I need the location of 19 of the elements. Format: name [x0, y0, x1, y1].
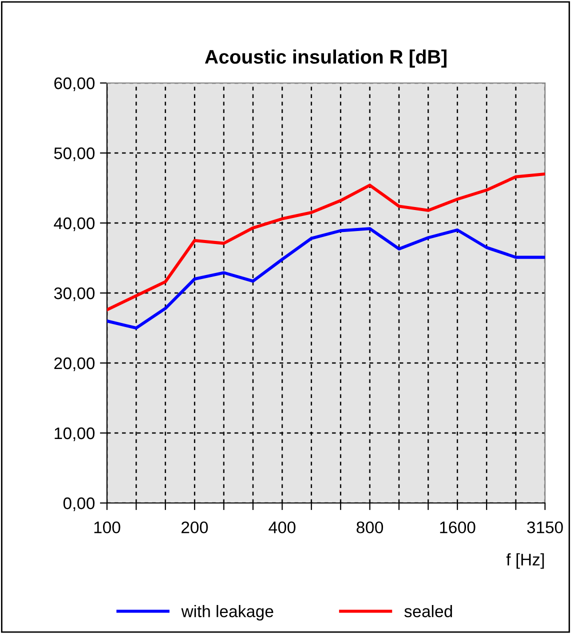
y-tick-label: 30,00: [54, 287, 95, 302]
legend-label: with leakage: [181, 605, 274, 621]
y-tick-label: 50,00: [54, 147, 95, 162]
y-tick-label: 20,00: [54, 357, 95, 372]
line-series: [107, 227, 545, 330]
line-series: [107, 172, 545, 312]
legend-label: sealed: [404, 605, 452, 618]
y-tick-label: 40,00: [54, 217, 95, 232]
x-axis-title: f [Hz]: [506, 553, 544, 569]
x-tick-label: 800: [356, 521, 384, 534]
x-tick-label: 3150: [527, 521, 563, 534]
x-tick-label: 400: [268, 521, 296, 534]
x-tick-label: 200: [182, 521, 208, 534]
chart-title: Acoustic insulation R [dB]: [204, 49, 446, 68]
x-tick-label: 100: [94, 521, 120, 534]
y-tick-label: 0,00: [63, 497, 95, 512]
x-tick-label: 1600: [440, 521, 476, 534]
y-tick-label: 60,00: [54, 77, 95, 92]
y-tick-label: 10,00: [54, 427, 95, 442]
